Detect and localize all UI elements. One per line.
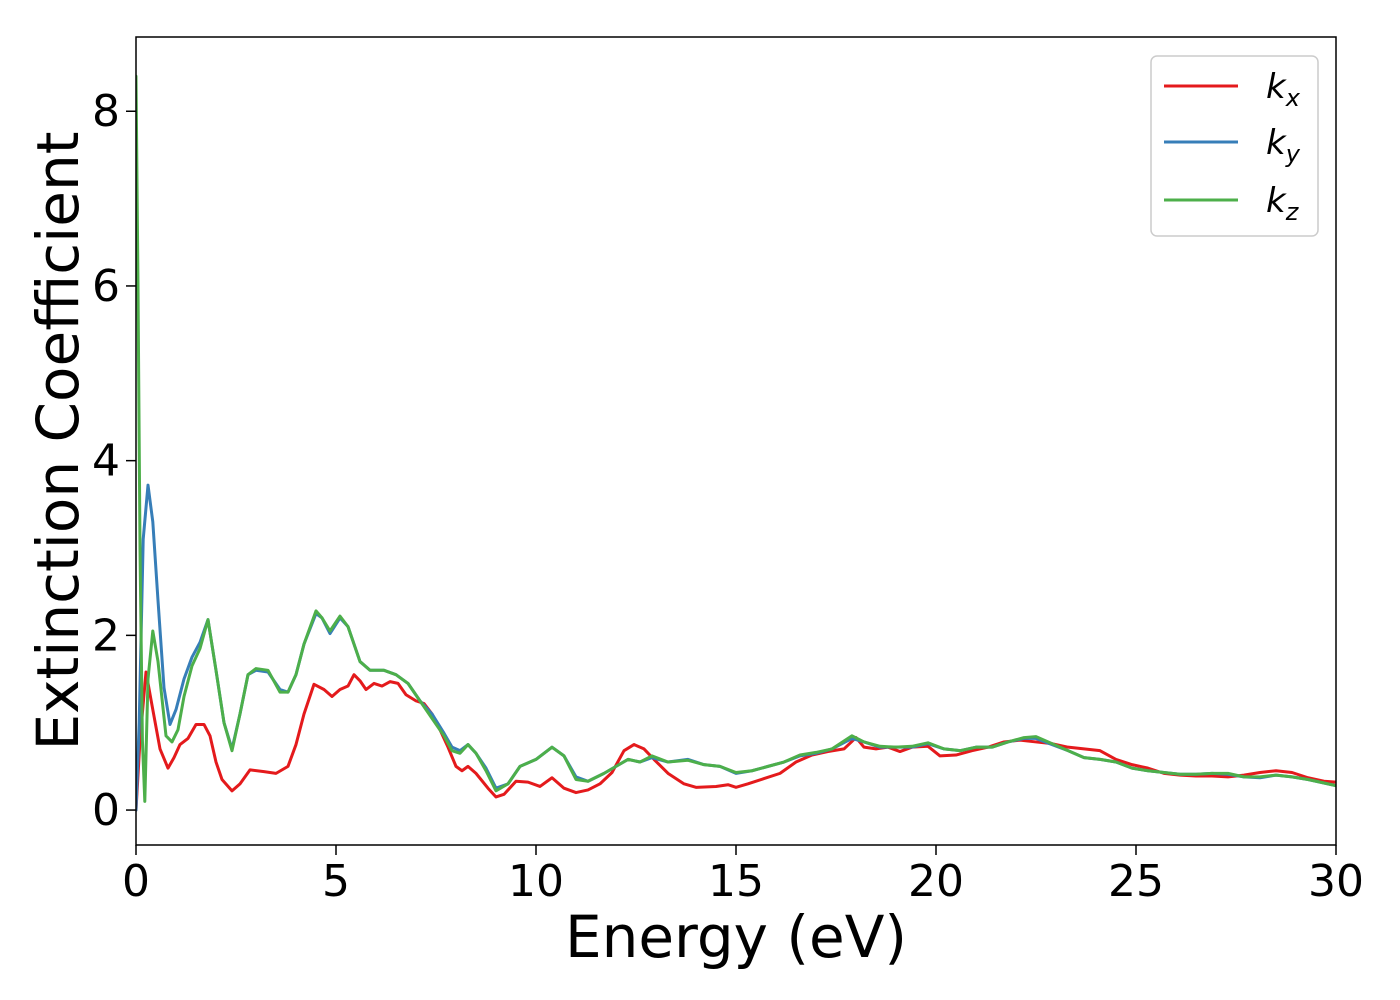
legend-label-subscript: y [1285, 140, 1301, 168]
legend-label-subscript: x [1285, 84, 1301, 112]
y-tick-label: 0 [92, 785, 120, 836]
x-tick-label: 0 [122, 856, 150, 907]
y-axis-title: Extinction Coefficient [24, 132, 92, 751]
legend-label-main: k [1266, 67, 1287, 107]
series-line-x [136, 670, 1336, 812]
y-tick-label: 4 [92, 436, 120, 487]
legend-frame [1150, 55, 1319, 237]
x-tick-label: 10 [508, 856, 564, 907]
x-tick-label: 15 [708, 856, 764, 907]
y-tick-label: 6 [92, 261, 120, 312]
y-tick-label: 8 [92, 86, 120, 137]
y-axis-ticks: 0 2 4 6 8 [92, 86, 136, 836]
x-tick-label: 25 [1108, 856, 1164, 907]
x-tick-label: 5 [322, 856, 350, 907]
x-axis-title: Energy (eV) [565, 903, 907, 971]
x-axis-ticks: 0 5 10 15 20 25 30 [122, 845, 1364, 907]
legend-label-x: kx [1266, 67, 1301, 112]
series-line-y [136, 483, 1336, 812]
x-tick-label: 30 [1308, 856, 1364, 907]
legend-label-subscript: z [1285, 198, 1300, 226]
series-layer [136, 74, 1336, 812]
series-line-z [136, 74, 1336, 803]
y-tick-label: 2 [92, 610, 120, 661]
legend-label-z: kz [1266, 181, 1300, 226]
x-tick-label: 20 [908, 856, 964, 907]
legend-label-main: k [1266, 123, 1287, 163]
legend-label-y: ky [1266, 123, 1301, 168]
legend-label-main: k [1266, 181, 1287, 221]
